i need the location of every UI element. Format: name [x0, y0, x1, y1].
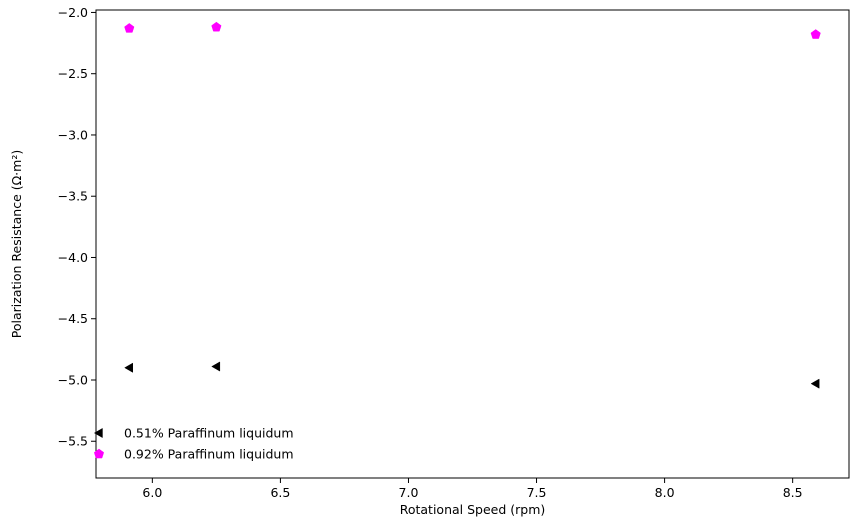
y-tick-label: −3.0: [58, 127, 88, 142]
x-axis: 6.0 6.5 7.0 7.5 8.0 8.5: [142, 478, 803, 500]
x-tick-label: 8.5: [783, 485, 803, 500]
legend-entry-label: 0.51% Paraffinum liquidum: [124, 426, 294, 441]
x-axis-label: Rotational Speed (rpm): [400, 502, 546, 517]
y-tick-label: −5.0: [58, 372, 88, 387]
data-point: [211, 361, 221, 372]
y-tick-label: −2.0: [58, 5, 88, 20]
x-tick-label: 6.0: [142, 485, 162, 500]
data-point: [810, 378, 820, 389]
legend: 0.51% Paraffinum liquidum 0.92% Paraffinu…: [93, 426, 294, 462]
data-point: [211, 21, 222, 32]
x-tick-label: 8.0: [655, 485, 675, 500]
x-tick-label: 7.0: [399, 485, 419, 500]
data-point: [124, 23, 135, 33]
x-tick-label: 6.5: [270, 485, 290, 500]
y-tick-label: −3.5: [58, 189, 88, 204]
y-axis: −2.0 −2.5 −3.0 −3.5 −4.0 −4.5 −5.0 −5.5: [58, 5, 96, 449]
plot-frame: [95, 9, 850, 479]
y-tick-label: −4.5: [58, 311, 88, 326]
x-tick-label: 7.5: [527, 485, 547, 500]
data-point: [810, 29, 821, 39]
legend-entry-label: 0.92% Paraffinum liquidum: [124, 447, 294, 462]
y-axis-label: Polarization Resistance (Ω·m²): [9, 150, 24, 338]
y-tick-label: −4.0: [58, 250, 88, 265]
y-tick-label: −2.5: [58, 66, 88, 81]
legend-marker: [93, 427, 103, 439]
y-tick-label: −5.5: [58, 434, 88, 449]
legend-marker: [93, 448, 105, 459]
data-point: [124, 362, 133, 373]
data-markers: [124, 21, 821, 389]
